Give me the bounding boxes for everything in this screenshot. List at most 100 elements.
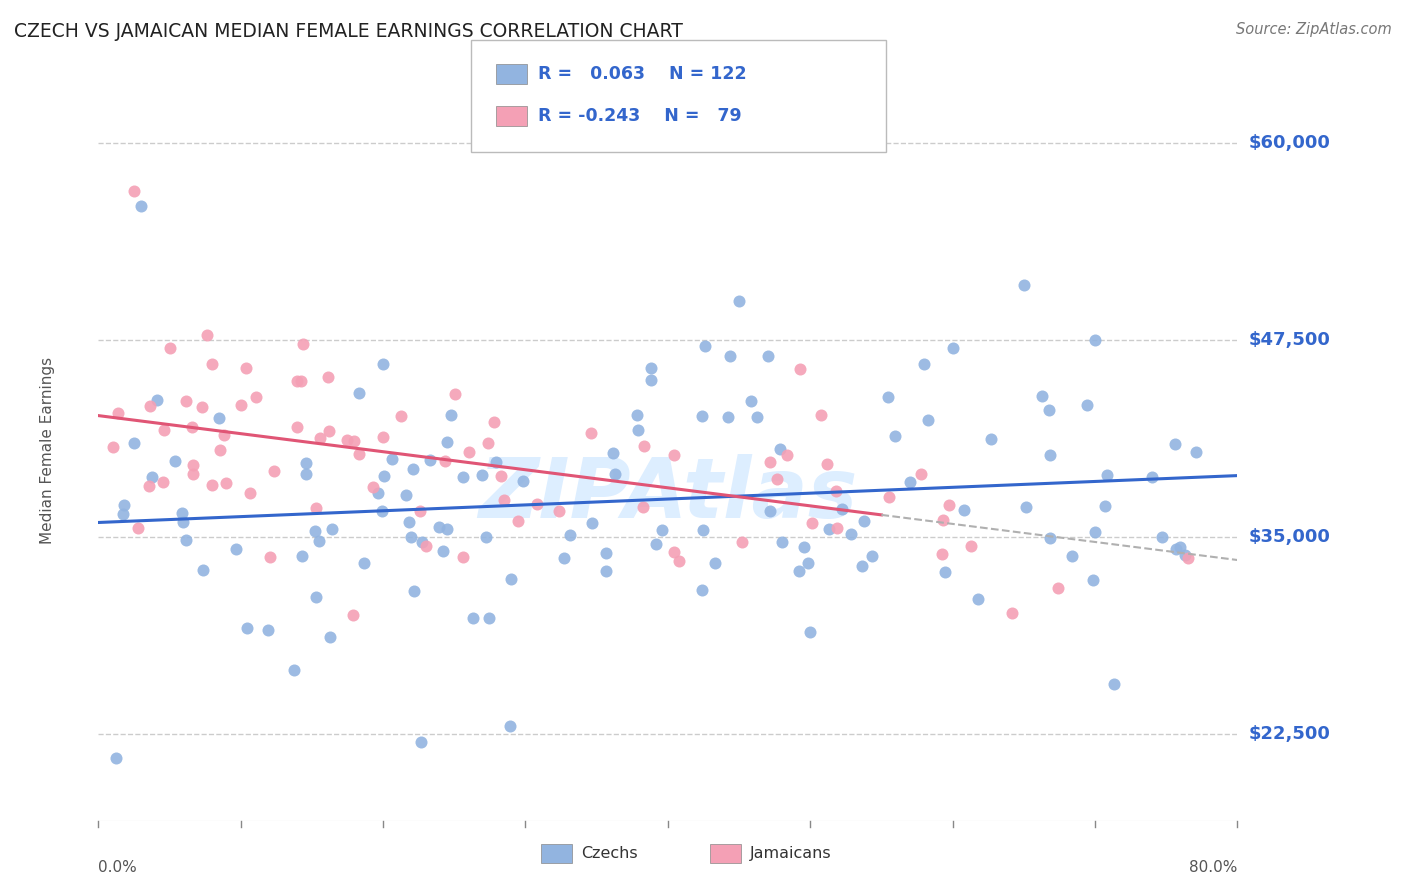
Point xyxy=(966,592,988,607)
Point xyxy=(799,625,821,640)
Point xyxy=(181,467,204,481)
Point xyxy=(371,357,394,371)
Point xyxy=(485,455,508,469)
Point xyxy=(877,390,900,404)
Point xyxy=(471,467,494,482)
Point xyxy=(349,448,371,462)
Point xyxy=(484,415,506,429)
Point xyxy=(259,549,281,564)
Point xyxy=(191,401,214,415)
Point xyxy=(769,442,792,457)
Point xyxy=(1001,607,1024,621)
Text: Czechs: Czechs xyxy=(581,847,637,861)
Point xyxy=(111,508,134,522)
Point xyxy=(183,458,205,472)
Point xyxy=(645,537,668,551)
Point xyxy=(860,549,883,563)
Point xyxy=(717,409,740,424)
Point xyxy=(138,479,160,493)
Text: 0.0%: 0.0% xyxy=(98,860,138,875)
Point xyxy=(581,516,603,530)
Point xyxy=(787,564,810,578)
Point xyxy=(105,750,128,764)
Point xyxy=(548,504,571,518)
Point xyxy=(432,543,454,558)
Point xyxy=(731,535,754,549)
Point xyxy=(231,398,253,412)
Point xyxy=(668,554,690,568)
Point xyxy=(1174,549,1197,563)
Point xyxy=(152,475,174,490)
Point xyxy=(402,583,425,598)
Point xyxy=(818,522,841,536)
Point xyxy=(305,501,328,516)
Point xyxy=(1031,389,1053,403)
Text: $22,500: $22,500 xyxy=(1249,725,1330,743)
Point xyxy=(898,475,921,489)
Point xyxy=(394,488,416,502)
Point xyxy=(640,361,662,376)
Point xyxy=(139,400,162,414)
Point xyxy=(318,425,340,439)
Point xyxy=(444,386,467,401)
Point xyxy=(1140,470,1163,484)
Point xyxy=(195,327,218,342)
Point xyxy=(770,534,793,549)
Point xyxy=(145,393,167,408)
Point xyxy=(633,440,655,454)
Point xyxy=(461,611,484,625)
Point xyxy=(1083,573,1105,587)
Point xyxy=(309,431,332,445)
Text: ZIPAtlas: ZIPAtlas xyxy=(478,454,858,535)
Point xyxy=(208,443,231,458)
Text: CZECH VS JAMAICAN MEDIAN FEMALE EARNINGS CORRELATION CHART: CZECH VS JAMAICAN MEDIAN FEMALE EARNINGS… xyxy=(14,22,683,41)
Point xyxy=(1102,677,1125,691)
Point xyxy=(159,341,181,355)
Text: R =   0.063    N = 122: R = 0.063 N = 122 xyxy=(538,65,747,83)
Point xyxy=(492,493,515,508)
Point xyxy=(1012,278,1035,293)
Point xyxy=(283,663,305,677)
Point xyxy=(1164,437,1187,451)
Point xyxy=(498,719,520,733)
Point xyxy=(153,423,176,437)
Point xyxy=(321,522,343,536)
Point xyxy=(595,546,617,560)
Point xyxy=(800,516,823,530)
Point xyxy=(451,550,474,565)
Point xyxy=(176,394,198,409)
Point xyxy=(759,503,782,517)
Point xyxy=(257,623,280,637)
Point xyxy=(789,361,811,376)
Point xyxy=(690,409,713,424)
Point xyxy=(1150,530,1173,544)
Point xyxy=(1095,467,1118,482)
Point xyxy=(101,440,124,454)
Point xyxy=(1177,550,1199,565)
Point xyxy=(225,541,247,556)
Point xyxy=(980,432,1002,446)
Point xyxy=(693,339,716,353)
Point xyxy=(409,504,432,518)
Point xyxy=(361,480,384,494)
Point xyxy=(756,349,779,363)
Point xyxy=(291,337,314,351)
Point xyxy=(917,413,939,427)
Point xyxy=(810,408,832,422)
Point xyxy=(1076,398,1098,412)
Point xyxy=(477,436,499,450)
Text: Median Female Earnings: Median Female Earnings xyxy=(39,357,55,544)
Point xyxy=(877,490,900,504)
Point xyxy=(815,458,838,472)
Point xyxy=(398,515,420,529)
Point xyxy=(163,454,186,468)
Point xyxy=(745,409,768,424)
Point xyxy=(626,408,648,422)
Point xyxy=(305,590,328,604)
Point xyxy=(451,470,474,484)
Text: Source: ZipAtlas.com: Source: ZipAtlas.com xyxy=(1236,22,1392,37)
Point xyxy=(932,513,955,527)
Point xyxy=(295,467,318,481)
Point xyxy=(129,199,152,213)
Point xyxy=(263,463,285,477)
